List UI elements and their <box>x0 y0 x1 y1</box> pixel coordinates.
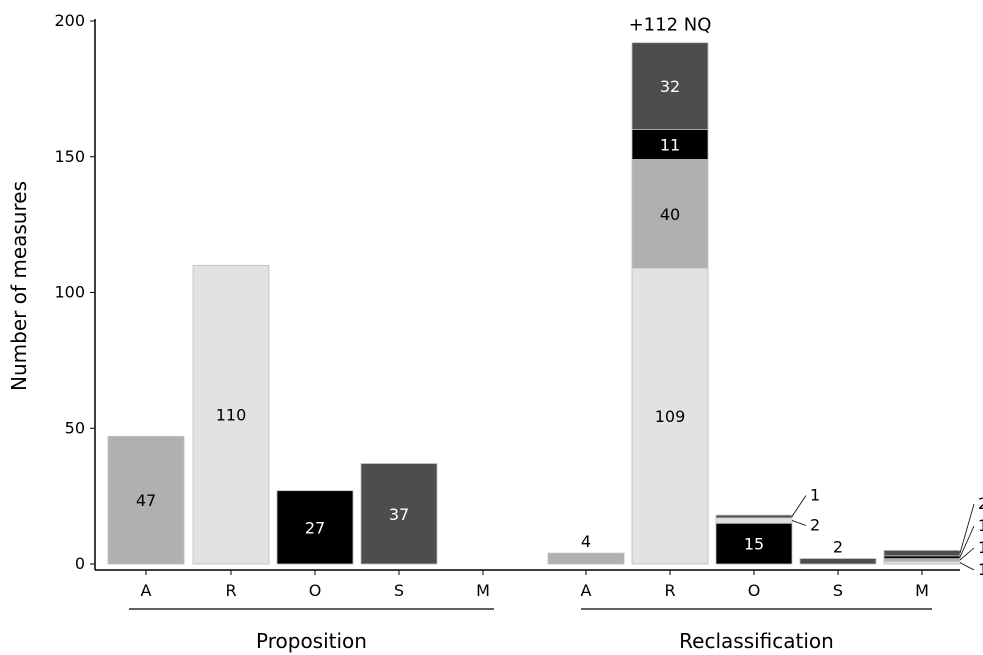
bar-value-label: 1 <box>810 485 820 504</box>
group-label: Reclassification <box>679 629 834 653</box>
x-tick-label: M <box>476 581 490 600</box>
bar-segment <box>631 129 709 160</box>
x-tick-label: A <box>141 581 152 600</box>
bar-segment <box>107 435 185 565</box>
bar-segment <box>883 560 961 565</box>
y-tick-label: 0 <box>75 554 85 573</box>
leader-line <box>791 495 807 517</box>
bar-value-label: 27 <box>305 518 325 537</box>
x-tick-label: R <box>225 581 236 600</box>
bar-segment <box>631 267 709 565</box>
bar-value-label: 110 <box>216 406 247 425</box>
bar-value-label: 4 <box>581 532 591 551</box>
bar-value-label: 2 <box>810 516 820 535</box>
bar-value-label: 2 <box>978 494 983 513</box>
group-label: Proposition <box>256 629 367 653</box>
bar-segment <box>631 42 709 130</box>
x-tick-label: O <box>309 581 322 600</box>
bar-value-label: 37 <box>389 505 409 524</box>
y-tick-label: 150 <box>54 147 85 166</box>
bars <box>107 42 961 565</box>
bar-segment <box>883 558 961 562</box>
bar-value-label: 1 <box>978 516 983 535</box>
bar-value-label: 32 <box>660 77 680 96</box>
axes: 0 50 100 150 200 A R O S M A R O S M <box>54 11 960 610</box>
x-tick-label: M <box>915 581 929 600</box>
bar-segment <box>360 463 438 565</box>
bar-value-label: 109 <box>655 407 686 426</box>
bar-segment <box>192 264 270 565</box>
bar-segment <box>715 517 793 524</box>
bar-segment <box>631 159 709 269</box>
bar-value-label: 11 <box>660 136 680 155</box>
leader-line <box>959 562 975 571</box>
y-tick-label: 200 <box>54 11 85 30</box>
bar-value-label: 40 <box>660 205 680 224</box>
bar-segment <box>715 514 793 519</box>
x-tick-label: A <box>581 581 592 600</box>
bar-segment <box>799 558 877 565</box>
bar-segment <box>883 555 961 559</box>
y-axis-title: Number of measures <box>7 181 31 391</box>
y-tick-label: 100 <box>54 283 85 302</box>
bar-value-label: 15 <box>744 535 764 554</box>
x-tick-label: R <box>664 581 675 600</box>
leader-line <box>959 503 975 554</box>
x-tick-label: O <box>748 581 761 600</box>
x-tick-label: S <box>394 581 404 600</box>
bar-value-label: 1 <box>978 538 983 557</box>
bar-segment <box>547 552 625 565</box>
x-tick-label: S <box>833 581 843 600</box>
leader-line <box>791 520 807 526</box>
leader-line <box>959 547 975 561</box>
bar-annotation: +112 NQ <box>629 15 712 36</box>
bar-segment <box>883 550 961 557</box>
bar-value-label: 2 <box>833 538 843 557</box>
bar-segment <box>715 522 793 565</box>
y-tick-label: 50 <box>65 418 85 437</box>
bar-value-label: 1 <box>978 560 983 579</box>
leader-line <box>959 525 975 558</box>
bar-value-label: 47 <box>136 491 156 510</box>
bar-segment <box>276 490 354 565</box>
labels: Proposition 47 110 27 37 Reclassification 4 109… <box>136 15 983 653</box>
